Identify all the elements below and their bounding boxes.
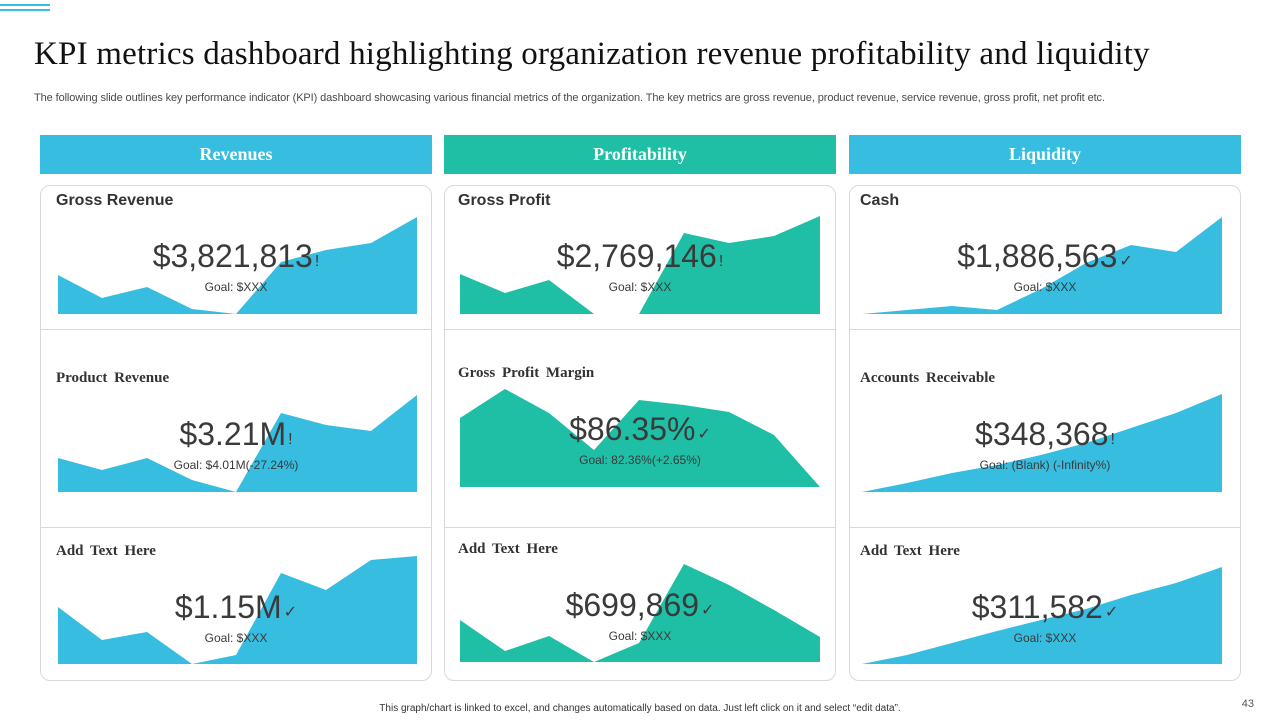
divider <box>41 527 431 528</box>
sparkline-area <box>460 564 820 662</box>
footer-note: This graph/chart is linked to excel, and… <box>379 703 901 714</box>
metric-label: Accounts Receivable <box>860 370 996 386</box>
metric-value: $3,821,813! <box>152 238 320 274</box>
metric-goal: Goal: $XXX <box>1013 280 1077 294</box>
metric-label: Add Text Here <box>860 543 960 559</box>
metric-value: $1.15M ✓ <box>174 589 298 625</box>
metric-value: $2,769,146! <box>556 238 724 274</box>
metric-goal: Goal: $XXX <box>204 280 268 294</box>
liquidity-header: Liquidity <box>849 135 1241 174</box>
metric-label: Gross Profit Margin <box>458 365 595 381</box>
divider <box>445 527 835 528</box>
status-alert-icon: ! <box>288 431 293 448</box>
metric-goal: Goal: (Blank) (-Infinity%) <box>979 458 1111 472</box>
metric-label: Gross Profit <box>458 192 551 209</box>
metric-label: Gross Revenue <box>56 192 174 209</box>
page-title: KPI metrics dashboard highlighting organ… <box>34 36 1150 72</box>
sparkline-area <box>862 567 1222 664</box>
status-check-icon: ✓ <box>701 602 715 619</box>
metric-goal: Goal: $XXX <box>608 280 672 294</box>
sparkline-area <box>58 556 417 664</box>
status-check-icon: ✓ <box>1119 253 1133 270</box>
divider <box>41 329 431 330</box>
metric-label: Cash <box>860 192 900 209</box>
status-check-icon: ✓ <box>697 426 711 443</box>
metric-value: $311,582 ✓ <box>971 589 1119 625</box>
metric-value: $348,368! <box>975 416 1115 452</box>
divider <box>445 329 835 330</box>
sparkline-area <box>460 216 820 314</box>
metric-goal: Goal: $4.01M(-27.24%) <box>173 458 299 472</box>
sparkline-area <box>862 394 1222 492</box>
divider <box>850 329 1240 330</box>
revenues-header: Revenues <box>40 135 432 174</box>
metric-label: Product Revenue <box>56 370 170 386</box>
metric-label: Add Text Here <box>458 541 558 557</box>
sparkline-area <box>862 217 1222 314</box>
metric-value: $86.35% ✓ <box>569 411 711 447</box>
metric-value: $3.21M! <box>179 416 293 452</box>
status-check-icon: ✓ <box>1104 604 1119 621</box>
metric-value: $699,869 ✓ <box>565 587 715 623</box>
metric-value: $1,886,563 ✓ <box>957 238 1133 274</box>
corner-decoration <box>0 4 50 14</box>
sparkline-area <box>460 389 820 487</box>
page-subtitle: The following slide outlines key perform… <box>34 92 1105 104</box>
metric-goal: Goal: $XXX <box>204 631 268 645</box>
status-alert-icon: ! <box>1110 431 1115 448</box>
profitability-header: Profitability <box>444 135 836 174</box>
sparkline-area <box>58 217 417 314</box>
metric-goal: Goal: $XXX <box>1013 631 1077 645</box>
page-number: 43 <box>1241 698 1254 710</box>
divider <box>850 527 1240 528</box>
metric-label: Add Text Here <box>56 543 156 559</box>
metric-goal: Goal: $XXX <box>608 629 672 643</box>
status-alert-icon: ! <box>718 253 724 270</box>
sparkline-area <box>58 395 417 492</box>
metric-goal: Goal: 82.36%(+2.65%) <box>579 453 701 467</box>
status-check-icon: ✓ <box>283 604 298 621</box>
status-alert-icon: ! <box>314 253 320 270</box>
